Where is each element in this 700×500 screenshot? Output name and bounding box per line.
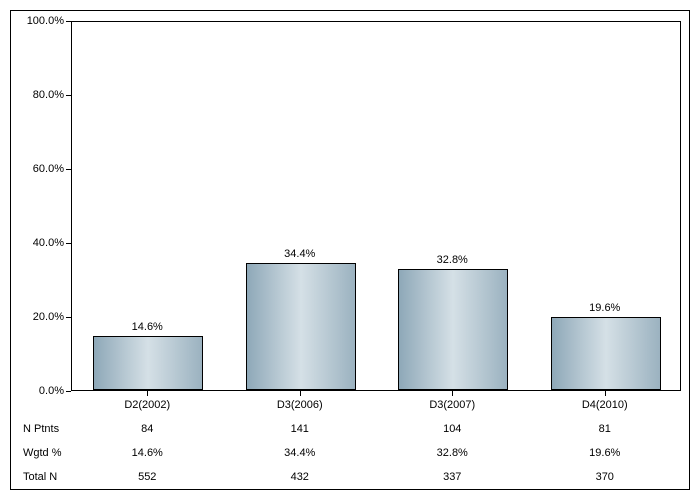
bar (551, 317, 661, 390)
y-tick-label: 60.0% (33, 163, 64, 175)
table-cell: 84 (141, 423, 153, 435)
y-tick-label: 40.0% (33, 237, 64, 249)
bar-value-label: 19.6% (589, 302, 620, 314)
x-category-label: D4(2010) (582, 399, 628, 411)
x-tick-mark (452, 391, 453, 396)
x-tick-mark (147, 391, 148, 396)
y-tick-label: 80.0% (33, 89, 64, 101)
bar (398, 269, 508, 390)
bar-value-label: 34.4% (284, 248, 315, 260)
y-tick-label: 0.0% (39, 385, 64, 397)
bar-value-label: 32.8% (437, 254, 468, 266)
table-row-label: Wgtd % (23, 447, 62, 459)
table-cell: 432 (291, 471, 309, 483)
table-cell: 81 (599, 423, 611, 435)
x-category-label: D3(2007) (429, 399, 475, 411)
y-tick-mark (66, 391, 71, 392)
table-cell: 19.6% (589, 447, 620, 459)
y-tick-mark (66, 21, 71, 22)
x-category-label: D3(2006) (277, 399, 323, 411)
table-cell: 337 (443, 471, 461, 483)
bar (246, 263, 356, 390)
y-tick-mark (66, 169, 71, 170)
table-cell: 141 (291, 423, 309, 435)
y-tick-label: 100.0% (27, 15, 64, 27)
table-cell: 552 (138, 471, 156, 483)
bar (93, 336, 203, 390)
table-cell: 370 (596, 471, 614, 483)
table-row-label: Total N (23, 471, 57, 483)
x-tick-mark (605, 391, 606, 396)
chart-frame: 0.0% 20.0% 40.0% 60.0% 80.0% 100.0% 14.6% D2(20… (10, 10, 690, 490)
y-tick-mark (66, 243, 71, 244)
table-row-label: N Ptnts (23, 423, 59, 435)
table-cell: 32.8% (437, 447, 468, 459)
y-tick-mark (66, 317, 71, 318)
bar-value-label: 14.6% (132, 321, 163, 333)
y-tick-mark (66, 95, 71, 96)
x-category-label: D2(2002) (124, 399, 170, 411)
x-tick-mark (300, 391, 301, 396)
table-cell: 104 (443, 423, 461, 435)
table-cell: 14.6% (132, 447, 163, 459)
plot-area (71, 21, 681, 391)
y-tick-label: 20.0% (33, 311, 64, 323)
table-cell: 34.4% (284, 447, 315, 459)
